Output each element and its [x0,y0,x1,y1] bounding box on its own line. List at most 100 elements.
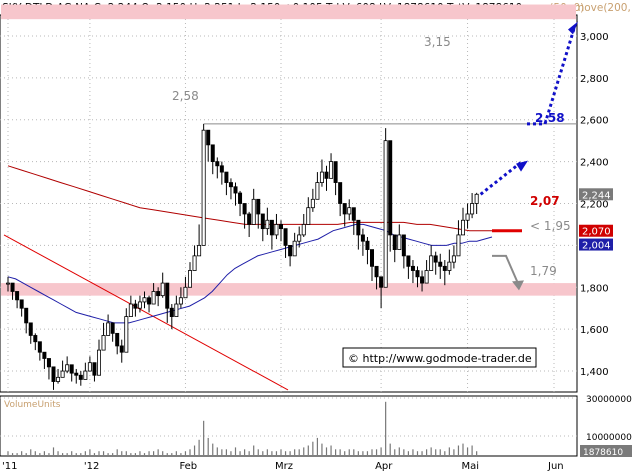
candle-body-down [260,213,265,230]
volume-layer: 30000000 10000000 1878610 [0,395,632,458]
candlestick [233,182,238,206]
candlestick [115,332,120,355]
candle-body-down [356,219,361,236]
candlestick [474,192,479,214]
candlestick [178,287,183,309]
candle-body-down [28,322,33,336]
candle-body-up [6,282,11,285]
x-tick-label: Apr [375,461,393,472]
price-tag: 2,070 [579,224,613,238]
candle-body-up [106,322,111,336]
candlestick [401,234,406,269]
candle-body-up [201,129,206,246]
candle-body-up [292,240,297,257]
candle-body-down [119,345,124,353]
candlestick [283,228,288,258]
candlestick [374,265,379,290]
candle-body-up [424,270,429,284]
candle-body-down [238,192,243,204]
candlestick [87,356,92,372]
projection-up-arrowhead-2 [568,21,578,35]
candlestick [192,245,197,271]
candlestick [269,219,274,250]
candle-body-down [115,332,120,347]
y-tick-label: 1,600 [580,325,609,336]
candlestick [256,198,261,229]
candlestick [301,213,306,238]
candlestick [383,128,388,288]
candlestick [6,276,11,292]
candlestick [415,266,420,288]
price-tag-label: 2,004 [582,241,611,252]
candlestick [260,213,265,242]
candlestick [238,190,243,217]
candle-body-down [42,351,47,359]
candlestick [15,291,20,309]
candlestick [174,295,179,317]
candle-body-down [37,341,42,353]
candle-body-up [178,297,183,305]
candle-body-up [274,224,279,236]
candlestick [333,161,338,196]
candlestick [215,157,220,179]
candlestick [429,245,434,271]
candle-body-down [324,171,329,179]
candle-body-down [92,362,97,376]
candlestick [424,260,429,284]
candle-body-down [147,297,152,305]
candlestick [133,299,138,317]
candlestick [187,262,192,288]
candlestick [201,123,206,246]
candlestick [151,283,156,305]
candle-body-up [451,255,456,263]
candlestick [137,295,142,313]
candlestick [319,159,324,187]
volume-last-tag [580,445,632,457]
candlestick [379,276,384,309]
candle-body-down [169,307,174,318]
x-tick-label: Mrz [275,461,293,472]
candle-body-up [192,255,197,271]
candlestick [406,255,411,279]
candle-body-down [415,270,420,278]
candlestick [278,220,283,242]
candlestick [69,364,74,382]
candle-body-down [401,234,406,257]
candle-body-up [60,370,65,378]
candles-layer [6,123,479,390]
candle-body-down [51,366,56,382]
candlestick [288,244,293,267]
candle-body-up [137,301,142,309]
candle-body-down [288,244,293,257]
candlestick [420,270,425,292]
candle-body-down [228,182,233,188]
candlestick [292,232,297,257]
candle-body-up [265,219,270,230]
candlestick [169,304,174,330]
candlestick [329,153,334,179]
candle-body-down [19,299,24,309]
candle-body-up [397,234,402,250]
candlestick [315,172,320,200]
candlestick [438,253,443,279]
support-zone-bottom [1,283,576,296]
candlestick [356,219,361,250]
candle-body-down [283,228,288,246]
downtrend-line [3,234,289,391]
candlestick [128,295,133,317]
candlestick [274,213,279,240]
candle-body-up [470,203,475,215]
projection-down-arrowhead [512,280,524,291]
candlestick [219,161,224,185]
y-tick-label: 2,800 [580,74,609,85]
candle-body-up [329,161,334,179]
breakdown-label: < 1,95 [530,219,571,233]
volume-last-label: 1878610 [583,448,623,458]
candle-body-up [124,316,129,353]
candlestick [74,368,79,384]
volume-panel-frame [0,395,578,457]
candle-body-up [83,370,88,380]
candlestick [397,224,402,250]
candlestick [265,207,270,235]
candle-body-down [46,358,51,368]
